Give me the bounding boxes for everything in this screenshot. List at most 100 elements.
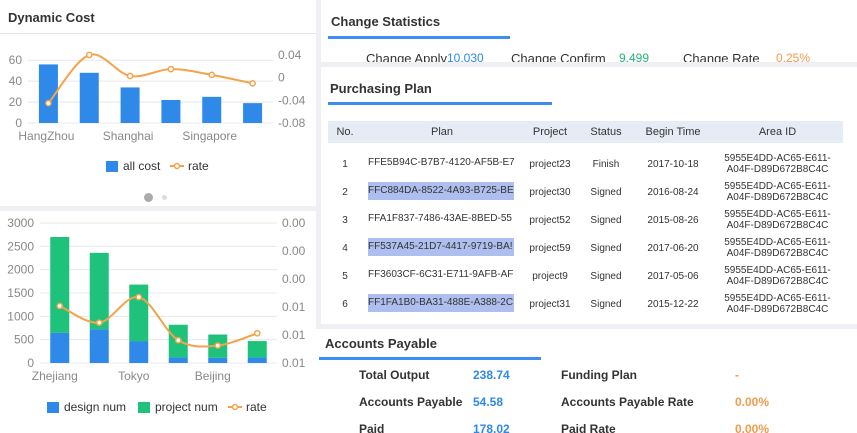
change-confirm-value: 9,499 bbox=[619, 51, 650, 62]
rate-point bbox=[214, 342, 222, 349]
column-header-plan[interactable]: Plan bbox=[362, 121, 522, 143]
area-id-line: 5955E4DD-AC65-E611- bbox=[724, 237, 831, 248]
cell-no: 2 bbox=[342, 186, 348, 198]
bar-design-num bbox=[50, 332, 70, 363]
cell-area-id: 5955E4DD-AC65-E611- A04F-D89D672B8C4C bbox=[712, 150, 843, 178]
area-id-line: A04F-D89D672B8C4C bbox=[726, 276, 829, 287]
cell-status: Signed bbox=[590, 214, 622, 226]
legend-label: rate bbox=[188, 159, 209, 173]
bar-design-num bbox=[208, 357, 228, 363]
cell-begin-time: 2017-10-18 bbox=[647, 158, 699, 170]
purchasing-plan-title: Purchasing Plan bbox=[330, 81, 432, 96]
y2-tick-label: 0.01 bbox=[282, 328, 306, 342]
cell-status: Signed bbox=[590, 242, 622, 254]
funding-plan-value: - bbox=[735, 368, 739, 382]
rate-line bbox=[47, 53, 253, 104]
legend-design-num[interactable]: design num bbox=[47, 400, 126, 414]
design-project-panel: 0 500 1000 1500 2000 2500 3000 0.00 0.00 0.00 0.01… bbox=[0, 211, 316, 433]
accounts-payable-panel: Accounts Payable Total Output 238.74 Acc… bbox=[316, 329, 857, 433]
area-id-line: 5955E4DD-AC65-E611- bbox=[724, 153, 831, 164]
cell-no: 4 bbox=[342, 242, 348, 254]
column-header-begin-time[interactable]: Begin Time bbox=[634, 121, 712, 143]
bar-design-num bbox=[168, 357, 188, 363]
title-underline bbox=[328, 102, 552, 105]
rate-point bbox=[249, 79, 256, 87]
column-header-area-id[interactable]: Area ID bbox=[712, 121, 843, 143]
y-tick-label: 0 bbox=[15, 116, 22, 130]
table-row[interactable]: 3 FFA1F837-7486-43AE-8BED-55 project52 S… bbox=[328, 206, 843, 234]
column-header-status[interactable]: Status bbox=[578, 121, 634, 143]
plan-id: FF537A45-21D7-4417-9719-BA! bbox=[368, 237, 514, 256]
bar-project-num bbox=[129, 284, 149, 342]
carousel-dot-active[interactable] bbox=[144, 193, 153, 202]
x-tick-label: Tokyo bbox=[118, 369, 150, 383]
plan-id: FFA1F837-7486-43AE-8BED-55 bbox=[368, 212, 512, 224]
rate-point bbox=[135, 293, 143, 301]
rate-point bbox=[174, 336, 182, 344]
cell-plan: FFC884DA-8522-4A93-B725-BE bbox=[362, 178, 522, 206]
rate-point bbox=[45, 99, 52, 107]
dynamic-cost-title: Dynamic Cost bbox=[8, 10, 95, 25]
accounts-payable-rate-value: 0.00% bbox=[735, 395, 770, 409]
plan-id: FFC884DA-8522-4A93-B725-BE bbox=[368, 181, 514, 200]
y-tick-label: 1000 bbox=[7, 309, 34, 323]
bar-project-num bbox=[89, 252, 109, 330]
y-tick-label: 1500 bbox=[7, 286, 34, 300]
cell-plan: FFE5B94C-B7B7-4120-AF5B-E7 bbox=[362, 150, 522, 178]
area-id-line: 5955E4DD-AC65-E611- bbox=[724, 265, 831, 276]
column-header-no[interactable]: No. bbox=[328, 121, 362, 143]
y2-tick-label: 0.00 bbox=[282, 244, 306, 258]
legend-label: all cost bbox=[123, 159, 161, 173]
paid-value: 178.02 bbox=[473, 422, 510, 433]
area-id-line: A04F-D89D672B8C4C bbox=[726, 164, 829, 175]
table-row[interactable]: 1 FFE5B94C-B7B7-4120-AF5B-E7 project23 F… bbox=[328, 150, 843, 178]
cell-status: Signed bbox=[590, 270, 622, 282]
cell-status: Signed bbox=[590, 298, 622, 310]
purchasing-plan-panel: Purchasing Plan No. Plan Project Status … bbox=[321, 67, 857, 324]
y-tick-label: 3000 bbox=[7, 216, 34, 230]
cell-no: 5 bbox=[342, 270, 348, 282]
cell-begin-time: 2015-08-26 bbox=[647, 214, 699, 226]
change-confirm-label: Change Confirm bbox=[511, 51, 606, 62]
table-row[interactable]: 5 FF3603CF-6C31-E711-9AFB-AF project9 Si… bbox=[328, 262, 843, 290]
bar-project-num bbox=[247, 341, 267, 358]
cell-area-id: 5955E4DD-AC65-E611- A04F-D89D672B8C4C bbox=[712, 178, 843, 206]
divider bbox=[0, 33, 316, 34]
x-tick-label: HangZhou bbox=[18, 129, 74, 143]
y2-tick-label: 0.04 bbox=[278, 48, 302, 62]
rate-point bbox=[208, 71, 216, 79]
cell-plan: FFA1F837-7486-43AE-8BED-55 bbox=[362, 206, 522, 234]
cell-begin-time: 2017-05-06 bbox=[647, 270, 699, 282]
cell-area-id: 5955E4DD-AC65-E611- A04F-D89D672B8C4C bbox=[712, 290, 843, 318]
carousel-dot[interactable] bbox=[162, 195, 167, 200]
bar-project-num bbox=[50, 237, 70, 333]
x-tick-label: Beijing bbox=[195, 369, 231, 383]
cell-no: 3 bbox=[342, 214, 348, 226]
area-id-line: A04F-D89D672B8C4C bbox=[726, 220, 829, 231]
cell-project: project59 bbox=[529, 242, 571, 254]
bar-all-cost bbox=[243, 103, 263, 123]
rate-point bbox=[85, 51, 93, 59]
legend-all-cost[interactable]: all cost bbox=[106, 159, 160, 173]
legend-rate[interactable]: rate bbox=[228, 400, 267, 414]
y-tick-label: 40 bbox=[9, 74, 23, 88]
accounts-payable-label: Accounts Payable bbox=[359, 395, 463, 409]
table-row[interactable]: 4 FF537A45-21D7-4417-9719-BA! project59 … bbox=[328, 234, 843, 262]
y2-tick-label: -0.08 bbox=[278, 116, 306, 130]
table-row[interactable]: 2 FFC884DA-8522-4A93-B725-BE project30 S… bbox=[328, 178, 843, 206]
change-statistics-title: Change Statistics bbox=[331, 14, 441, 29]
legend-rate[interactable]: rate bbox=[170, 159, 209, 173]
y2-tick-label: 0.00 bbox=[282, 216, 306, 230]
area-id-line: 5955E4DD-AC65-E611- bbox=[724, 209, 831, 220]
bar-all-cost bbox=[202, 96, 222, 123]
legend-project-num[interactable]: project num bbox=[138, 400, 218, 414]
table-row[interactable]: 6 FF1FA1B0-BA31-488E-A388-2C project31 S… bbox=[328, 290, 843, 318]
cell-no: 6 bbox=[342, 298, 348, 310]
column-header-project[interactable]: Project bbox=[522, 121, 578, 143]
cell-plan: FF1FA1B0-BA31-488E-A388-2C bbox=[362, 290, 522, 318]
dynamic-cost-panel: Dynamic Cost 0 20 40 60 0.04 0 -0.04 -0.08 HangZ… bbox=[0, 0, 316, 206]
x-tick-label: Shanghai bbox=[103, 129, 154, 143]
cell-no: 1 bbox=[342, 158, 348, 170]
paid-rate-value: 0.00% bbox=[735, 422, 770, 433]
bar-design-num bbox=[129, 341, 149, 363]
